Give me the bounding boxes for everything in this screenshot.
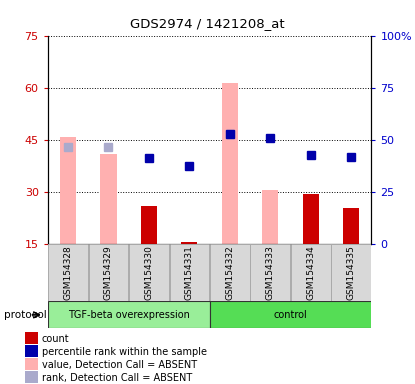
Text: GSM154335: GSM154335 xyxy=(347,245,356,300)
Text: TGF-beta overexpression: TGF-beta overexpression xyxy=(68,310,190,320)
Bar xyxy=(48,245,88,301)
Text: GSM154333: GSM154333 xyxy=(266,245,275,300)
Bar xyxy=(210,301,392,328)
Bar xyxy=(24,333,38,344)
Bar xyxy=(331,245,371,301)
Text: value, Detection Call = ABSENT: value, Detection Call = ABSENT xyxy=(42,359,197,369)
Bar xyxy=(141,206,157,244)
Bar xyxy=(48,301,210,328)
Text: GSM154328: GSM154328 xyxy=(63,245,73,300)
Bar xyxy=(210,245,250,301)
Bar xyxy=(169,245,209,301)
Text: protocol: protocol xyxy=(4,310,47,320)
Bar xyxy=(250,245,290,301)
Text: GDS2974 / 1421208_at: GDS2974 / 1421208_at xyxy=(130,17,285,30)
Bar xyxy=(24,371,38,383)
Bar xyxy=(24,358,38,370)
Text: GSM154330: GSM154330 xyxy=(144,245,154,300)
Text: GSM154332: GSM154332 xyxy=(225,245,234,300)
Text: control: control xyxy=(273,310,308,320)
Text: rank, Detection Call = ABSENT: rank, Detection Call = ABSENT xyxy=(42,372,192,382)
Bar xyxy=(222,83,238,244)
Text: GSM154331: GSM154331 xyxy=(185,245,194,300)
Bar xyxy=(291,245,331,301)
Text: count: count xyxy=(42,334,69,344)
Text: GSM154329: GSM154329 xyxy=(104,245,113,300)
Bar xyxy=(181,242,198,244)
Text: GSM154334: GSM154334 xyxy=(306,245,315,300)
Bar xyxy=(343,208,359,244)
Bar xyxy=(60,137,76,244)
Bar xyxy=(129,245,169,301)
Bar xyxy=(24,345,38,357)
Bar xyxy=(88,245,128,301)
Bar xyxy=(100,154,117,244)
Text: percentile rank within the sample: percentile rank within the sample xyxy=(42,347,207,357)
Bar xyxy=(262,190,278,244)
Bar xyxy=(303,194,319,244)
